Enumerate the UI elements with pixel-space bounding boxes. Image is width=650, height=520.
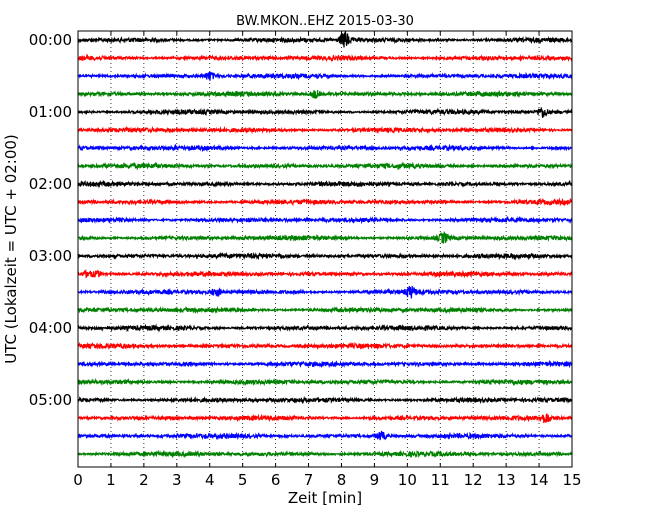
chart-title: BW.MKON..EHZ 2015-03-30 — [236, 14, 414, 29]
x-tick-label-3: 3 — [172, 471, 182, 489]
x-tick-label-13: 13 — [497, 471, 516, 489]
x-tick-label-15: 15 — [562, 471, 581, 489]
trace-1 — [77, 53, 573, 63]
y-tick-label-3: 03:00 — [29, 247, 72, 265]
x-tick-label-7: 7 — [304, 471, 314, 489]
x-axis-ticks: 0 1 2 3 4 5 6 7 8 9 10 11 12 13 14 15 — [73, 31, 582, 489]
y-tick-label-5: 05:00 — [29, 391, 72, 409]
plot-frame — [77, 30, 573, 468]
x-tick-label-6: 6 — [271, 471, 281, 489]
grid-lines — [110, 31, 540, 467]
x-tick-label-14: 14 — [530, 471, 549, 489]
x-axis-label: Zeit [min] — [288, 489, 362, 507]
trace-10 — [77, 215, 573, 225]
x-tick-label-4: 4 — [205, 471, 215, 489]
trace-18 — [77, 359, 573, 369]
trace-11 — [77, 230, 573, 244]
trace-8 — [77, 179, 573, 189]
x-tick-label-5: 5 — [238, 471, 248, 489]
trace-9 — [77, 197, 573, 207]
trace-7 — [77, 161, 573, 171]
trace-3 — [77, 90, 573, 100]
x-tick-label-11: 11 — [431, 471, 450, 489]
trace-20 — [77, 395, 573, 405]
trace-13 — [77, 268, 573, 279]
seismic-traces — [77, 31, 573, 459]
x-tick-label-8: 8 — [337, 471, 347, 489]
y-tick-label-1: 01:00 — [29, 103, 72, 121]
x-tick-label-9: 9 — [370, 471, 380, 489]
trace-0 — [77, 31, 573, 48]
y-tick-label-0: 00:00 — [29, 31, 72, 49]
trace-19 — [77, 377, 573, 387]
x-tick-label-12: 12 — [464, 471, 483, 489]
trace-16 — [77, 323, 573, 333]
trace-22 — [77, 430, 573, 441]
y-tick-label-4: 04:00 — [29, 319, 72, 337]
x-tick-label-1: 1 — [106, 471, 116, 489]
y-axis-label: UTC (Lokalzeit = UTC + 02:00) — [2, 134, 20, 364]
trace-5 — [77, 125, 573, 135]
trace-23 — [77, 449, 573, 459]
trace-17 — [77, 341, 573, 351]
trace-6 — [77, 143, 573, 153]
trace-21 — [77, 413, 573, 424]
trace-2 — [77, 71, 573, 81]
x-tick-label-0: 0 — [73, 471, 83, 489]
y-tick-label-2: 02:00 — [29, 175, 72, 193]
trace-4 — [77, 107, 573, 119]
trace-15 — [77, 305, 573, 315]
trace-12 — [77, 251, 573, 261]
x-tick-label-10: 10 — [398, 471, 417, 489]
x-tick-label-2: 2 — [139, 471, 149, 489]
y-axis-ticks: 00:00 01:00 02:00 03:00 04:00 05:00 — [29, 31, 572, 409]
trace-14 — [77, 285, 573, 299]
